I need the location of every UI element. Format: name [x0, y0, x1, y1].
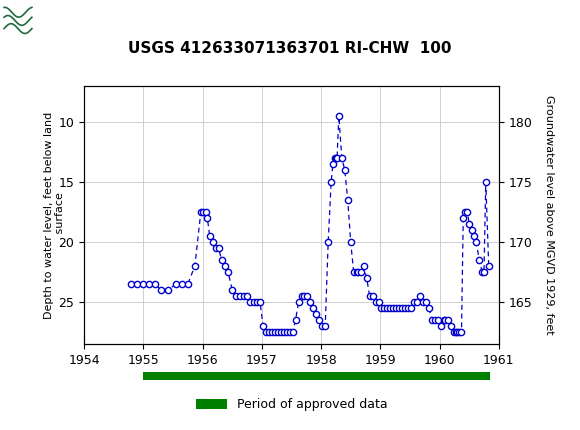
- Y-axis label: Groundwater level above MGVD 1929, feet: Groundwater level above MGVD 1929, feet: [544, 95, 554, 335]
- Bar: [143, 372, 490, 380]
- Text: USGS 412633071363701 RI-CHW  100: USGS 412633071363701 RI-CHW 100: [128, 41, 452, 56]
- Legend: Period of approved data: Period of approved data: [190, 393, 393, 416]
- Text: USGS: USGS: [36, 12, 91, 29]
- Bar: [3, 3, 55, 37]
- Y-axis label: Depth to water level, feet below land
 surface: Depth to water level, feet below land su…: [44, 111, 65, 319]
